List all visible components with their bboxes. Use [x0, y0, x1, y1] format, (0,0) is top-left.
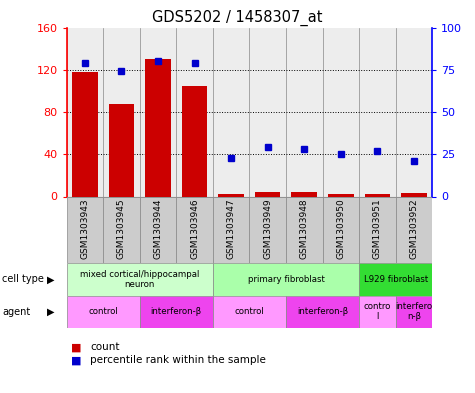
Bar — [255, 192, 280, 196]
Bar — [359, 28, 396, 196]
Bar — [145, 59, 171, 196]
Text: contro
l: contro l — [364, 302, 391, 321]
Bar — [140, 296, 213, 328]
Bar — [66, 196, 103, 263]
Text: control: control — [235, 307, 264, 316]
Text: GSM1303951: GSM1303951 — [373, 198, 382, 259]
Text: ▶: ▶ — [47, 307, 54, 317]
Bar — [323, 28, 359, 196]
Bar — [213, 196, 249, 263]
Text: GSM1303945: GSM1303945 — [117, 198, 126, 259]
Bar — [401, 193, 427, 196]
Bar — [103, 28, 140, 196]
Bar — [396, 196, 432, 263]
Text: GDS5202 / 1458307_at: GDS5202 / 1458307_at — [152, 10, 323, 26]
Text: agent: agent — [2, 307, 30, 317]
Bar — [249, 196, 286, 263]
Bar — [213, 296, 286, 328]
Text: percentile rank within the sample: percentile rank within the sample — [90, 355, 266, 365]
Text: interfero
n-β: interfero n-β — [395, 302, 433, 321]
Text: control: control — [88, 307, 118, 316]
Text: cell type: cell type — [2, 274, 44, 285]
Bar — [359, 196, 396, 263]
Bar — [286, 28, 323, 196]
Text: GSM1303947: GSM1303947 — [227, 198, 236, 259]
Bar — [72, 72, 97, 196]
Text: GSM1303950: GSM1303950 — [336, 198, 345, 259]
Bar — [66, 28, 103, 196]
Bar — [66, 263, 213, 296]
Bar — [249, 28, 286, 196]
Text: GSM1303946: GSM1303946 — [190, 198, 199, 259]
Bar — [182, 86, 207, 196]
Bar — [109, 103, 134, 196]
Text: interferon-β: interferon-β — [151, 307, 202, 316]
Text: ▶: ▶ — [47, 274, 54, 285]
Text: GSM1303944: GSM1303944 — [153, 198, 162, 259]
Text: count: count — [90, 342, 120, 353]
Text: GSM1303948: GSM1303948 — [300, 198, 309, 259]
Bar — [286, 296, 359, 328]
Bar — [140, 28, 176, 196]
Bar — [365, 195, 390, 196]
Bar — [328, 195, 353, 196]
Bar — [218, 195, 244, 196]
Bar — [176, 28, 213, 196]
Bar — [286, 196, 323, 263]
Bar — [213, 28, 249, 196]
Bar — [396, 28, 432, 196]
Bar — [213, 263, 359, 296]
Bar — [176, 196, 213, 263]
Text: GSM1303949: GSM1303949 — [263, 198, 272, 259]
Bar — [396, 296, 432, 328]
Bar — [323, 196, 359, 263]
Text: ■: ■ — [71, 342, 82, 353]
Text: primary fibroblast: primary fibroblast — [247, 275, 324, 284]
Bar — [359, 296, 396, 328]
Text: ■: ■ — [71, 355, 82, 365]
Bar — [359, 263, 432, 296]
Bar — [103, 196, 140, 263]
Text: mixed cortical/hippocampal
neuron: mixed cortical/hippocampal neuron — [80, 270, 200, 289]
Text: GSM1303952: GSM1303952 — [409, 198, 418, 259]
Bar — [292, 192, 317, 196]
Bar — [66, 296, 140, 328]
Text: L929 fibroblast: L929 fibroblast — [363, 275, 428, 284]
Text: interferon-β: interferon-β — [297, 307, 348, 316]
Bar — [140, 196, 176, 263]
Text: GSM1303943: GSM1303943 — [80, 198, 89, 259]
